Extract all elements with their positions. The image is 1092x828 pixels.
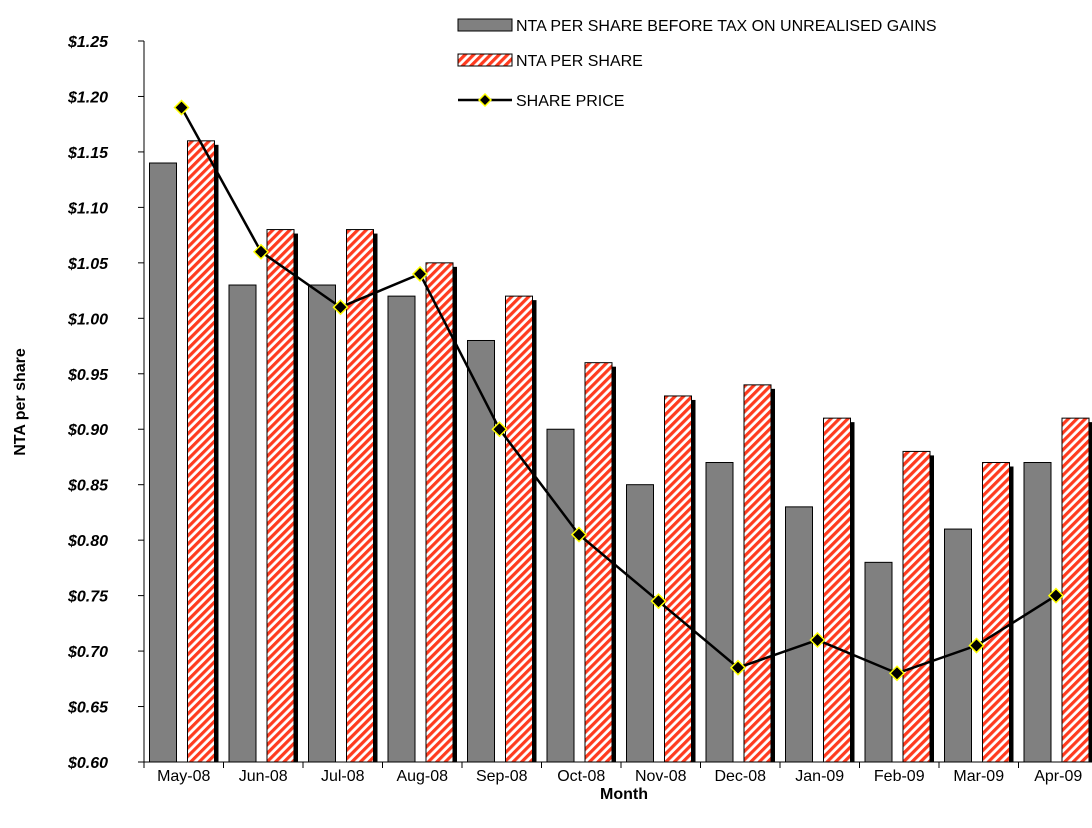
bar-nta-before-tax	[546, 428, 575, 763]
y-tick-label: $1.15	[67, 145, 109, 162]
y-tick-label: $1.10	[67, 200, 108, 217]
share-price-point	[252, 243, 270, 260]
share-price-point	[650, 593, 667, 610]
bar-nta-before-tax	[705, 462, 734, 763]
share-price-point	[173, 99, 190, 116]
y-tick-label: $0.90	[67, 422, 108, 439]
legend-label-share-price: SHARE PRICE	[516, 93, 624, 110]
x-tick-label: Feb-09	[874, 768, 925, 785]
y-axis: $0.60 $0.65 $0.70 $0.75 $0.80 $0.85 $0.90 $0.95…	[67, 34, 145, 772]
legend-label-nta-before-tax: NTA PER SHARE BEFORE TAX ON UNREALISED G…	[516, 18, 937, 35]
y-tick-label: $0.70	[67, 644, 108, 661]
bar-nta	[584, 362, 613, 763]
bar-nta	[266, 229, 295, 763]
y-tick-label: $1.20	[67, 89, 108, 106]
bar-nta-before-tax	[228, 284, 257, 763]
share-price-line	[173, 99, 1065, 682]
bar-nta	[346, 229, 374, 763]
share-price-point	[729, 659, 747, 676]
bar-nta	[1061, 417, 1090, 763]
y-tick-label: $1.00	[67, 311, 108, 328]
bar-nta	[823, 417, 851, 763]
share-price-polyline	[180, 106, 1057, 675]
bar-nta-before-tax	[308, 284, 336, 763]
x-axis: May-08 Jun-08 Jul-08 Aug-08 Sep-08 Oct-08 Nov-…	[143, 761, 1092, 785]
x-tick-label: Aug-08	[396, 768, 448, 785]
x-tick-label: Dec-08	[714, 768, 766, 785]
x-tick-label: Jan-09	[795, 768, 844, 785]
x-tick-label: May-08	[157, 768, 210, 785]
y-tick-label: $1.05	[67, 256, 109, 273]
x-tick-label: Mar-09	[953, 768, 1004, 785]
y-tick-label: $0.80	[67, 533, 108, 550]
bar-nta-before-tax	[467, 339, 495, 763]
x-tick-label: Apr-09	[1034, 768, 1082, 785]
legend-diamond-icon	[477, 92, 493, 108]
x-tick-label: Sep-08	[476, 768, 528, 785]
y-tick-label: $0.85	[67, 478, 109, 495]
legend-swatch-hatch	[457, 53, 513, 67]
share-price-point	[411, 265, 429, 282]
bar-nta	[664, 395, 692, 763]
bar-nta-before-tax	[387, 295, 416, 763]
x-tick-label: Nov-08	[635, 768, 687, 785]
share-price-point	[888, 665, 906, 682]
y-tick-label: $0.75	[67, 589, 109, 606]
bar-nta-before-tax	[626, 484, 654, 763]
legend-label-nta: NTA PER SHARE	[516, 53, 643, 70]
share-price-point	[332, 299, 349, 316]
legend-swatch-gray	[457, 18, 513, 32]
share-price-point	[1047, 587, 1065, 604]
x-tick-label: Jul-08	[321, 768, 365, 785]
bar-nta	[505, 295, 533, 763]
bar-nta	[425, 262, 454, 763]
share-price-point	[570, 526, 588, 543]
bar-nta	[902, 450, 931, 763]
y-axis-title: NTA per share	[12, 348, 29, 456]
share-price-point	[809, 631, 826, 649]
bars	[149, 140, 1092, 763]
bar-nta-before-tax	[944, 528, 972, 763]
y-tick-label: $1.25	[67, 34, 109, 51]
bar-nta-before-tax	[149, 162, 177, 763]
share-price-point	[491, 421, 508, 438]
bar-nta	[982, 462, 1010, 763]
bar-nta	[743, 384, 772, 763]
y-tick-label: $0.95	[67, 367, 109, 384]
legend: NTA PER SHARE BEFORE TAX ON UNREALISED G…	[457, 18, 937, 110]
bar-nta	[187, 140, 215, 763]
y-tick-label: $0.65	[67, 700, 109, 717]
x-tick-label: Oct-08	[557, 768, 605, 785]
x-tick-label: Jun-08	[239, 768, 288, 785]
share-price-point	[968, 637, 985, 654]
x-axis-title: Month	[600, 786, 648, 803]
bar-nta-before-tax	[785, 506, 813, 763]
y-tick-label: $0.60	[67, 755, 108, 772]
